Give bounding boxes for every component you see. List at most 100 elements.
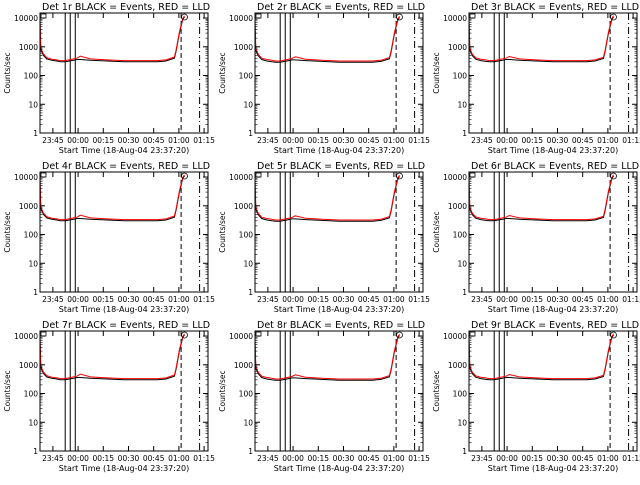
panel-title: Det 1r BLACK = Events, RED = LLD bbox=[42, 2, 210, 13]
series-line-lld bbox=[254, 334, 400, 380]
x-tick-label: 00:30 bbox=[118, 295, 140, 304]
x-tick-label: 23:45 bbox=[257, 454, 279, 463]
x-tick-label: 00:45 bbox=[143, 454, 165, 463]
y-axis-title: Counts/sec bbox=[3, 211, 12, 252]
y-tick-label: 100 bbox=[239, 390, 254, 399]
panel-title: Det 9r BLACK = Events, RED = LLD bbox=[471, 320, 639, 331]
y-tick-label: 10000 bbox=[229, 332, 253, 341]
x-axis-title: Start Time (18-Aug-04 23:37:20) bbox=[59, 305, 190, 314]
plot-frame bbox=[468, 12, 638, 134]
corner-marker bbox=[40, 13, 47, 19]
y-tick-label: 10000 bbox=[229, 14, 253, 23]
panel-title: Det 4r BLACK = Events, RED = LLD bbox=[42, 161, 210, 172]
y-tick-label: 10000 bbox=[443, 14, 467, 23]
y-tick-label: 1 bbox=[33, 447, 38, 456]
x-tick-label: 01:00 bbox=[383, 136, 405, 145]
x-tick-label: 23:45 bbox=[42, 136, 64, 145]
y-tick-label: 100 bbox=[239, 231, 254, 240]
y-tick-label: 1 bbox=[33, 288, 38, 297]
series-line-events bbox=[254, 335, 400, 381]
x-tick-label: 00:15 bbox=[307, 295, 329, 304]
panel-2: Det 2r BLACK = Events, RED = LLD 1 10 100 10… bbox=[218, 2, 430, 155]
series-line-events bbox=[39, 334, 185, 381]
corner-marker bbox=[40, 331, 47, 337]
y-tick-label: 10 bbox=[457, 259, 467, 268]
x-axis-title: Start Time (18-Aug-04 23:37:20) bbox=[488, 305, 619, 314]
series-line-lld bbox=[254, 175, 400, 221]
x-tick-label: 00:00 bbox=[496, 454, 518, 463]
panel-8: Det 8r BLACK = Events, RED = LLD 1 10 100 10… bbox=[218, 320, 430, 473]
x-tick-label: 00:00 bbox=[496, 295, 518, 304]
series-line-lld bbox=[254, 16, 400, 62]
panel-title: Det 5r BLACK = Events, RED = LLD bbox=[257, 161, 425, 172]
y-axis-title: Counts/sec bbox=[432, 211, 441, 252]
series-line-events bbox=[468, 334, 614, 381]
panel-6: Det 6r BLACK = Events, RED = LLD 1 10 100 10… bbox=[432, 161, 640, 314]
peak-marker bbox=[181, 13, 188, 21]
panel-5: Det 5r BLACK = Events, RED = LLD 1 10 100 10… bbox=[218, 161, 430, 314]
peak-marker bbox=[610, 172, 617, 180]
y-tick-label: 10 bbox=[243, 418, 253, 427]
panel-3: Det 3r BLACK = Events, RED = LLD 1 10 100 10… bbox=[432, 2, 640, 155]
y-tick-label: 1000 bbox=[19, 202, 38, 211]
x-tick-label: 00:30 bbox=[547, 454, 569, 463]
plot-frame bbox=[39, 171, 209, 293]
y-tick-label: 1000 bbox=[234, 43, 253, 52]
panel-title: Det 3r BLACK = Events, RED = LLD bbox=[471, 2, 639, 13]
y-tick-label: 1 bbox=[248, 129, 253, 138]
x-tick-label: 00:15 bbox=[92, 136, 114, 145]
series-line-lld bbox=[39, 15, 185, 62]
x-tick-label: 00:00 bbox=[67, 295, 89, 304]
y-axis-title: Counts/sec bbox=[432, 52, 441, 93]
corner-marker bbox=[255, 331, 262, 337]
x-tick-label: 01:15 bbox=[408, 136, 430, 145]
y-tick-label: 10 bbox=[243, 100, 253, 109]
y-tick-label: 100 bbox=[453, 390, 468, 399]
x-tick-label: 00:45 bbox=[358, 454, 380, 463]
y-tick-label: 1000 bbox=[19, 43, 38, 52]
panel-title: Det 7r BLACK = Events, RED = LLD bbox=[42, 320, 210, 331]
y-tick-label: 100 bbox=[24, 390, 39, 399]
x-tick-label: 23:45 bbox=[471, 454, 493, 463]
y-axis-title: Counts/sec bbox=[218, 370, 227, 411]
x-tick-label: 00:45 bbox=[358, 295, 380, 304]
x-tick-label: 00:00 bbox=[67, 454, 89, 463]
series-line-lld bbox=[39, 174, 185, 221]
peak-marker bbox=[610, 13, 617, 21]
x-tick-label: 01:15 bbox=[622, 295, 640, 304]
x-axis-title: Start Time (18-Aug-04 23:37:20) bbox=[488, 146, 619, 155]
x-tick-label: 00:30 bbox=[333, 295, 355, 304]
x-tick-label: 01:15 bbox=[622, 136, 640, 145]
y-tick-label: 1 bbox=[462, 288, 467, 297]
plot-frame bbox=[468, 330, 638, 452]
y-axis-title: Counts/sec bbox=[432, 370, 441, 411]
y-tick-label: 1000 bbox=[448, 361, 467, 370]
plot-frame bbox=[39, 330, 209, 452]
plot-frame bbox=[468, 171, 638, 293]
y-tick-label: 1000 bbox=[448, 202, 467, 211]
x-tick-label: 00:15 bbox=[92, 295, 114, 304]
y-tick-label: 10000 bbox=[443, 332, 467, 341]
series-line-lld bbox=[468, 15, 614, 62]
x-tick-label: 01:15 bbox=[408, 454, 430, 463]
y-tick-label: 10000 bbox=[14, 173, 38, 182]
x-tick-label: 01:15 bbox=[193, 295, 215, 304]
y-tick-label: 100 bbox=[239, 72, 254, 81]
x-tick-label: 23:45 bbox=[471, 136, 493, 145]
series-line-events bbox=[39, 175, 185, 222]
x-tick-label: 00:45 bbox=[143, 295, 165, 304]
x-tick-label: 00:15 bbox=[521, 454, 543, 463]
peak-marker bbox=[181, 172, 188, 180]
y-tick-label: 1 bbox=[462, 129, 467, 138]
plot-frame bbox=[254, 12, 424, 134]
plot-frame bbox=[254, 330, 424, 452]
y-tick-label: 100 bbox=[453, 72, 468, 81]
x-tick-label: 01:00 bbox=[168, 136, 190, 145]
x-tick-label: 01:00 bbox=[383, 454, 405, 463]
x-tick-label: 01:15 bbox=[193, 454, 215, 463]
x-tick-label: 01:15 bbox=[622, 454, 640, 463]
y-axis-title: Counts/sec bbox=[218, 52, 227, 93]
x-tick-label: 23:45 bbox=[257, 136, 279, 145]
corner-marker bbox=[255, 13, 262, 19]
